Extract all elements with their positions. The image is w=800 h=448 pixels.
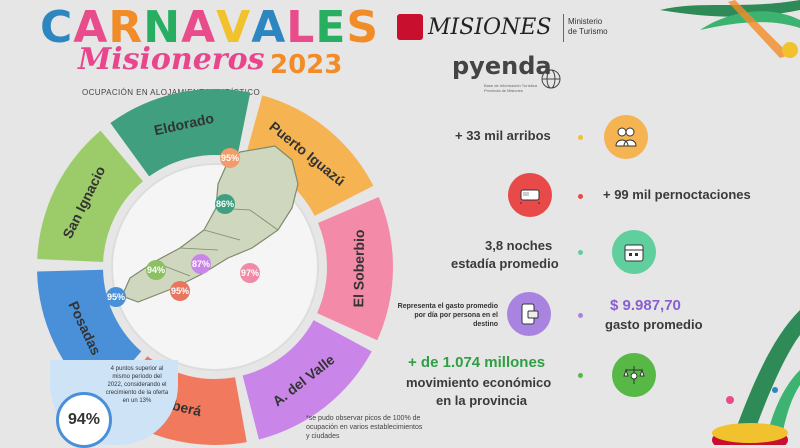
pct-puerto-iguazu: 95% bbox=[220, 148, 240, 168]
region-label: El Soberbio bbox=[350, 229, 367, 307]
dot-pernoctaciones bbox=[578, 194, 583, 199]
title-letter: L bbox=[286, 2, 316, 53]
calendar-icon bbox=[612, 230, 656, 274]
region-segment-eldorado bbox=[110, 89, 251, 177]
stat-pernoctaciones: + 99 mil pernoctaciones bbox=[603, 187, 751, 202]
title-letter: R bbox=[108, 2, 144, 53]
misiones-logo-text: MISIONES bbox=[428, 15, 552, 40]
title-misioneros: Misioneros bbox=[78, 42, 265, 77]
stat-noches-1: 3,8 noches bbox=[485, 238, 553, 253]
misiones-logo-icon bbox=[397, 14, 423, 40]
gasto-label: gasto promedio bbox=[605, 317, 703, 332]
mov-line-2: movimiento económico bbox=[406, 375, 552, 390]
pyenda-logo-text: pyenda bbox=[452, 52, 552, 80]
pct-san-ignacio-area: 87% bbox=[191, 254, 211, 274]
title-letter: E bbox=[315, 2, 347, 53]
people-icon bbox=[604, 115, 648, 159]
region-segment-el-soberbio bbox=[317, 197, 394, 341]
title-year: 2023 bbox=[270, 50, 343, 80]
title-letter: A bbox=[181, 2, 217, 53]
total-pct: 94% bbox=[67, 411, 101, 428]
title-letter: A bbox=[73, 2, 109, 53]
phone-card-icon bbox=[507, 292, 551, 336]
title-letter: C bbox=[40, 2, 74, 53]
dot-movimiento bbox=[578, 373, 583, 378]
footnote: *se pudo observar picos de 100% de ocupa… bbox=[306, 415, 423, 440]
title-letter: N bbox=[143, 2, 182, 53]
title-letter: V bbox=[216, 2, 252, 53]
palm-leaves-bottom-right bbox=[712, 310, 800, 445]
region-segment-puerto-iguaz- bbox=[244, 95, 374, 216]
title-carnavales: CARNAVALES bbox=[40, 6, 379, 50]
pct-posadas: 95% bbox=[106, 287, 126, 307]
posadas-note: 4 puntos superior al mismo período del 2… bbox=[105, 366, 169, 404]
bed-icon bbox=[508, 173, 552, 217]
region-segment-a-del-valle bbox=[242, 320, 372, 440]
stat-arribos: + 33 mil arribos bbox=[455, 128, 551, 143]
gasto-description: Representa el gasto promedio por día por… bbox=[397, 303, 498, 328]
dot-arribos bbox=[578, 135, 583, 140]
total-pct-circle: 94% bbox=[56, 392, 112, 448]
palm-leaves-top-right bbox=[660, 0, 800, 58]
pct-eldorado: 86% bbox=[215, 194, 235, 214]
misiones-map bbox=[121, 145, 299, 303]
scale-money-icon bbox=[612, 353, 656, 397]
pyenda-sub-1: Base de Información Turística bbox=[484, 83, 537, 88]
mov-line-1: + de 1.074 millones bbox=[408, 354, 546, 371]
subtitle: OCUPACIÓN EN ALOJAMIENTO TURÍSTICO bbox=[82, 88, 261, 97]
stat-noches-2: estadía promedio bbox=[451, 256, 559, 271]
region-segment-san-ignacio bbox=[37, 130, 144, 262]
pyenda-sub-2: Provincia de Misiones bbox=[484, 88, 523, 93]
globe-icon bbox=[541, 69, 561, 89]
pct-san-ignacio: 94% bbox=[146, 260, 166, 280]
gasto-value: $ 9.987,70 bbox=[610, 297, 681, 314]
dot-gasto bbox=[578, 313, 583, 318]
pct-obera: 95% bbox=[170, 281, 190, 301]
ministerio-logo-text: Ministerio de Turismo bbox=[568, 17, 608, 37]
pct-el-soberbio: 97% bbox=[240, 263, 260, 283]
dot-noches bbox=[578, 250, 583, 255]
pyenda-subtitle: Base de Información Turística Provincia … bbox=[484, 83, 537, 93]
ministerio-line-1: Ministerio bbox=[568, 17, 603, 26]
map-borders bbox=[153, 207, 279, 277]
logo-separator bbox=[563, 14, 564, 42]
title-letter: S bbox=[346, 2, 380, 53]
ministerio-line-2: de Turismo bbox=[568, 27, 608, 36]
title-letter: A bbox=[251, 2, 287, 53]
mov-line-3: en la provincia bbox=[436, 393, 528, 408]
